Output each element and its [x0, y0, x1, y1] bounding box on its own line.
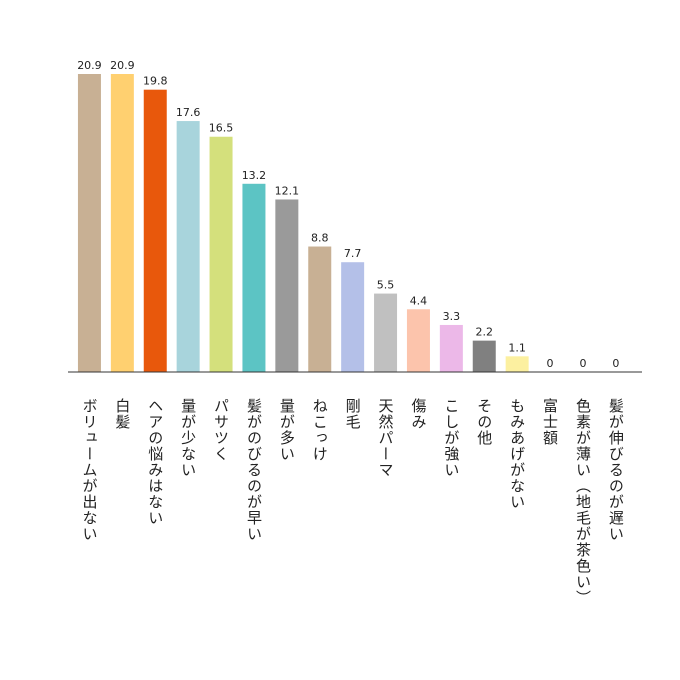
- category-label: もみあげがない: [508, 398, 526, 510]
- category-label: ボリュームが出ない: [80, 398, 98, 542]
- value-label: 2.2: [476, 326, 494, 339]
- category-label: 剛毛: [344, 398, 362, 430]
- bar: [374, 293, 398, 372]
- category-label: 傷み: [409, 398, 427, 430]
- category-label: 天然パーマ: [377, 398, 395, 478]
- category-label: その他: [475, 398, 493, 446]
- category-label: 白髪: [113, 398, 131, 430]
- category-label: こしが強い: [442, 398, 460, 478]
- value-label: 0: [579, 357, 586, 370]
- category-label: 富士額: [541, 397, 559, 446]
- bar: [275, 199, 299, 372]
- bar: [341, 262, 365, 372]
- category-label: 色素が薄い（地毛が茶色い）: [574, 398, 592, 606]
- bar: [209, 136, 233, 372]
- value-label: 17.6: [176, 106, 201, 119]
- value-label: 19.8: [143, 75, 168, 88]
- category-label: ヘアの悩みはない: [146, 398, 164, 526]
- bar: [472, 340, 496, 372]
- value-label: 1.1: [508, 341, 526, 354]
- category-label: ねこっけ: [311, 398, 329, 462]
- value-label: 8.8: [311, 232, 329, 245]
- bar: [176, 121, 200, 372]
- bar: [439, 324, 463, 372]
- category-label: 髪がのびるのが早い: [245, 398, 263, 542]
- value-label: 5.5: [377, 279, 395, 292]
- value-label: 20.9: [110, 59, 135, 72]
- value-label: 12.1: [275, 184, 300, 197]
- value-label: 4.4: [410, 294, 428, 307]
- category-label: パサツく: [212, 398, 230, 462]
- value-label: 16.5: [209, 122, 234, 135]
- category-label: 量が多い: [278, 398, 296, 462]
- bar: [242, 183, 266, 372]
- value-label: 13.2: [242, 169, 267, 182]
- category-label: 髪が伸びるのが遅い: [607, 398, 625, 542]
- bar: [110, 74, 134, 372]
- bar: [505, 356, 529, 372]
- value-label: 3.3: [443, 310, 461, 323]
- value-label: 20.9: [77, 59, 102, 72]
- value-label: 7.7: [344, 247, 362, 260]
- bar: [406, 309, 430, 372]
- bar: [77, 74, 101, 372]
- bar: [143, 89, 167, 373]
- value-label: 0: [612, 357, 619, 370]
- value-label: 0: [547, 357, 554, 370]
- bar: [308, 246, 332, 372]
- category-label: 量が少ない: [179, 398, 197, 478]
